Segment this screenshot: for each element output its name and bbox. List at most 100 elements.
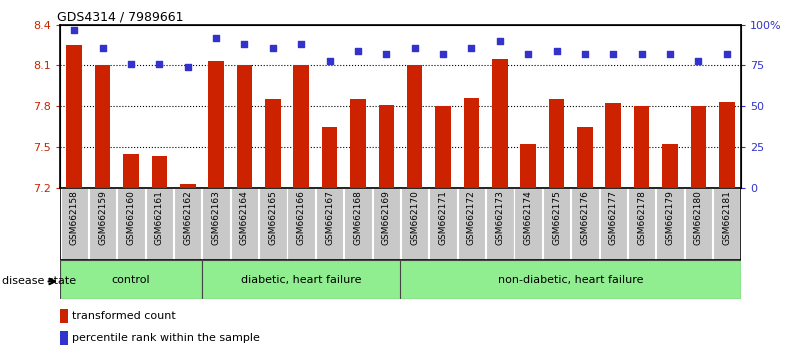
Point bbox=[692, 58, 705, 63]
Text: GSM662167: GSM662167 bbox=[325, 190, 334, 245]
Point bbox=[125, 61, 138, 67]
Text: GSM662176: GSM662176 bbox=[581, 190, 590, 245]
Bar bbox=[66, 45, 82, 188]
Text: GSM662175: GSM662175 bbox=[552, 190, 561, 245]
Bar bbox=[174, 188, 202, 260]
Bar bbox=[146, 188, 173, 260]
Bar bbox=[599, 188, 627, 260]
Text: GSM662159: GSM662159 bbox=[99, 190, 107, 245]
Point bbox=[493, 38, 506, 44]
Bar bbox=[400, 260, 741, 299]
Bar bbox=[293, 65, 309, 188]
Bar bbox=[634, 106, 650, 188]
Text: GSM662181: GSM662181 bbox=[723, 190, 731, 245]
Text: GSM662158: GSM662158 bbox=[70, 190, 78, 245]
Bar bbox=[236, 65, 252, 188]
Bar bbox=[628, 188, 655, 260]
Bar bbox=[435, 106, 451, 188]
Bar bbox=[151, 156, 167, 188]
Bar bbox=[344, 188, 372, 260]
Bar bbox=[685, 188, 712, 260]
Point bbox=[607, 51, 620, 57]
Text: GSM662169: GSM662169 bbox=[382, 190, 391, 245]
Bar bbox=[577, 127, 593, 188]
Text: GSM662180: GSM662180 bbox=[694, 190, 702, 245]
Bar bbox=[372, 188, 400, 260]
Bar bbox=[690, 106, 706, 188]
Bar bbox=[288, 188, 315, 260]
Bar bbox=[401, 188, 429, 260]
Point bbox=[437, 51, 449, 57]
Text: GSM662164: GSM662164 bbox=[240, 190, 249, 245]
Bar bbox=[521, 144, 536, 188]
Point bbox=[153, 61, 166, 67]
Text: GSM662172: GSM662172 bbox=[467, 190, 476, 245]
Bar bbox=[350, 99, 366, 188]
Bar bbox=[549, 99, 565, 188]
Point bbox=[295, 41, 308, 47]
Text: non-diabetic, heart failure: non-diabetic, heart failure bbox=[498, 275, 643, 285]
Text: GSM662165: GSM662165 bbox=[268, 190, 277, 245]
Point bbox=[238, 41, 251, 47]
Point bbox=[521, 51, 534, 57]
Bar bbox=[543, 188, 570, 260]
Bar bbox=[208, 62, 224, 188]
Text: GSM662163: GSM662163 bbox=[211, 190, 220, 245]
Point bbox=[181, 64, 194, 70]
Text: GSM662170: GSM662170 bbox=[410, 190, 419, 245]
Text: GSM662160: GSM662160 bbox=[127, 190, 135, 245]
Text: GSM662161: GSM662161 bbox=[155, 190, 164, 245]
Bar bbox=[457, 188, 485, 260]
Text: diabetic, heart failure: diabetic, heart failure bbox=[241, 275, 361, 285]
Text: GSM662162: GSM662162 bbox=[183, 190, 192, 245]
Text: GSM662174: GSM662174 bbox=[524, 190, 533, 245]
Text: GSM662173: GSM662173 bbox=[495, 190, 505, 245]
Text: GSM662171: GSM662171 bbox=[439, 190, 448, 245]
Bar bbox=[203, 188, 230, 260]
Bar bbox=[514, 188, 542, 260]
Text: GSM662179: GSM662179 bbox=[666, 190, 674, 245]
Point bbox=[720, 51, 733, 57]
Point bbox=[550, 48, 563, 54]
Bar bbox=[60, 331, 68, 345]
Bar bbox=[95, 65, 111, 188]
Point bbox=[352, 48, 364, 54]
Point bbox=[380, 51, 392, 57]
Bar bbox=[656, 188, 684, 260]
Bar bbox=[265, 99, 280, 188]
Bar bbox=[316, 188, 344, 260]
Bar bbox=[571, 188, 598, 260]
Bar bbox=[89, 188, 116, 260]
Text: GSM662178: GSM662178 bbox=[637, 190, 646, 245]
Bar bbox=[492, 59, 508, 188]
Point bbox=[465, 45, 478, 50]
Text: control: control bbox=[111, 275, 151, 285]
Bar bbox=[202, 260, 400, 299]
Bar bbox=[606, 103, 621, 188]
Point bbox=[210, 35, 223, 41]
Bar bbox=[259, 188, 287, 260]
Bar bbox=[662, 144, 678, 188]
Bar bbox=[719, 102, 735, 188]
Bar bbox=[486, 188, 513, 260]
Text: GSM662168: GSM662168 bbox=[353, 190, 362, 245]
Point bbox=[635, 51, 648, 57]
Point bbox=[663, 51, 676, 57]
Point bbox=[267, 45, 280, 50]
Bar bbox=[180, 184, 195, 188]
Text: GSM662177: GSM662177 bbox=[609, 190, 618, 245]
Bar bbox=[60, 309, 68, 323]
Bar bbox=[429, 188, 457, 260]
Point bbox=[68, 27, 81, 33]
Bar bbox=[713, 188, 740, 260]
Bar bbox=[60, 260, 202, 299]
Text: disease state: disease state bbox=[2, 276, 77, 286]
Text: transformed count: transformed count bbox=[72, 311, 176, 321]
Bar bbox=[123, 154, 139, 188]
Bar bbox=[379, 105, 394, 188]
Point bbox=[323, 58, 336, 63]
Text: GSM662166: GSM662166 bbox=[296, 190, 306, 245]
Text: GDS4314 / 7989661: GDS4314 / 7989661 bbox=[57, 11, 183, 24]
Text: percentile rank within the sample: percentile rank within the sample bbox=[72, 333, 260, 343]
Point bbox=[409, 45, 421, 50]
